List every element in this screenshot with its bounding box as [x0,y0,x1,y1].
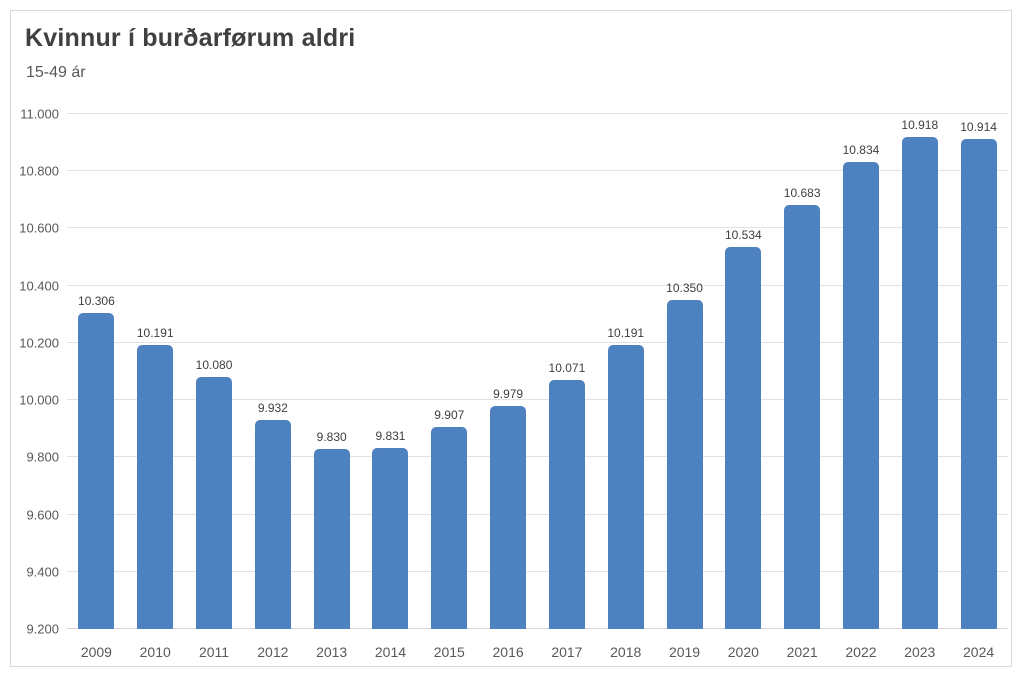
bar-value-label-2013: 9.830 [316,429,347,444]
bar-slot-2018: 10.191 [596,114,655,629]
x-axis-line [67,628,1008,629]
gridline [67,399,1008,401]
bar-slot-2012: 9.932 [243,114,302,629]
x-tick-2010: 2010 [139,644,171,660]
bar-value-label-2014: 9.831 [375,429,406,444]
gridline [67,170,1008,172]
x-axis: 2009 2010 2011 2012 2013 2014 2015 2016 2017 2018… [67,639,1008,665]
bar-value-label-2023: 10.918 [901,118,939,133]
bar-slot-2013: 9.830 [302,114,361,629]
bar-value-label-2019: 10.350 [666,280,703,295]
y-tick-10000: 10.000 [19,392,59,408]
bar-2014 [372,448,409,629]
bar-value-label-2010: 10.191 [136,326,174,341]
bar-slot-2022: 10.834 [832,114,891,629]
bar-value-label-2020: 10.534 [724,228,762,243]
y-tick-10200: 10.200 [19,335,59,351]
x-tick-2012: 2012 [257,644,289,660]
bar-slot-2023: 10.918 [890,114,949,629]
y-tick-9400: 9.400 [26,564,59,580]
bar-2010 [137,345,174,629]
chart-card: Kvinnur í burðarførum aldri 15-49 ár 9.2… [10,10,1012,667]
x-tick-2015: 2015 [433,644,465,660]
bar-value-label-2022: 10.834 [842,142,880,157]
y-tick-10600: 10.600 [19,220,59,236]
bar-2019 [666,299,703,629]
bar-2018 [607,345,644,629]
bar-slot-2011: 10.080 [185,114,244,629]
bar-value-label-2012: 9.932 [257,400,288,415]
bar-2022 [842,161,879,629]
gridline [67,513,1008,515]
x-tick-2021: 2021 [786,644,818,660]
y-tick-10400: 10.400 [19,278,59,294]
bar-2023 [901,137,938,629]
x-tick-2013: 2013 [316,644,348,660]
bar-2024 [960,138,997,629]
x-tick-2019: 2019 [668,644,701,660]
bar-value-label-2016: 9.979 [493,387,524,402]
gridline [67,341,1008,343]
bar-slot-2021: 10.683 [773,114,832,629]
bar-value-label-2024: 10.914 [960,119,997,134]
x-tick-2011: 2011 [198,644,230,660]
bar-value-label-2018: 10.191 [607,326,645,341]
bar-2015 [431,426,468,629]
bar-2009 [78,312,115,629]
bar-slot-2024: 10.914 [949,114,1008,629]
y-tick-11000: 11.000 [20,106,59,122]
x-tick-2023: 2023 [904,644,936,660]
x-tick-2020: 2020 [727,644,759,660]
bar-value-label-2009: 10.306 [78,293,115,308]
bar-2020 [725,247,762,629]
bar-slot-2010: 10.191 [126,114,185,629]
bar-value-label-2011: 10.080 [195,358,233,373]
chart-title: Kvinnur í burðarførum aldri [25,24,356,52]
bar-slot-2019: 10.350 [655,114,714,629]
bar-2016 [490,406,527,629]
x-tick-2014: 2014 [374,644,407,660]
bar-slot-2017: 10.071 [538,114,597,629]
bar-slot-2015: 9.907 [420,114,479,629]
gridline [67,227,1008,229]
bars-row: 10.306 10.191 10.080 9.932 9.830 9.831 9.907 9.… [67,114,1008,629]
gridline [67,284,1008,286]
bar-slot-2014: 9.831 [361,114,420,629]
y-tick-10800: 10.800 [19,163,59,179]
gridline [67,113,1008,114]
bar-slot-2009: 10.306 [67,114,126,629]
bar-value-label-2017: 10.071 [548,360,586,375]
chart-subtitle: 15-49 ár [26,64,86,81]
bar-2021 [784,204,821,629]
x-tick-2017: 2017 [551,644,583,660]
bar-value-label-2015: 9.907 [434,407,465,422]
y-tick-9200: 9.200 [26,621,59,637]
bar-slot-2016: 9.979 [479,114,538,629]
plot-area: 10.306 10.191 10.080 9.932 9.830 9.831 9.907 9.… [67,113,1008,629]
bar-2017 [548,379,585,629]
gridline [67,570,1008,572]
x-tick-2022: 2022 [845,644,877,660]
x-tick-2018: 2018 [610,644,642,660]
y-axis: 9.200 9.400 9.600 9.800 10.000 10.200 10.400 10… [11,107,59,637]
bar-2013 [313,448,350,629]
bar-2012 [254,419,291,629]
bar-value-label-2021: 10.683 [783,185,821,200]
y-tick-9800: 9.800 [26,449,59,465]
bar-2011 [196,377,233,629]
y-tick-9600: 9.600 [26,507,59,523]
x-tick-2009: 2009 [80,644,112,660]
gridline [67,456,1008,458]
x-tick-2016: 2016 [492,644,524,660]
bar-slot-2020: 10.534 [714,114,773,629]
x-tick-2024: 2024 [963,644,995,660]
